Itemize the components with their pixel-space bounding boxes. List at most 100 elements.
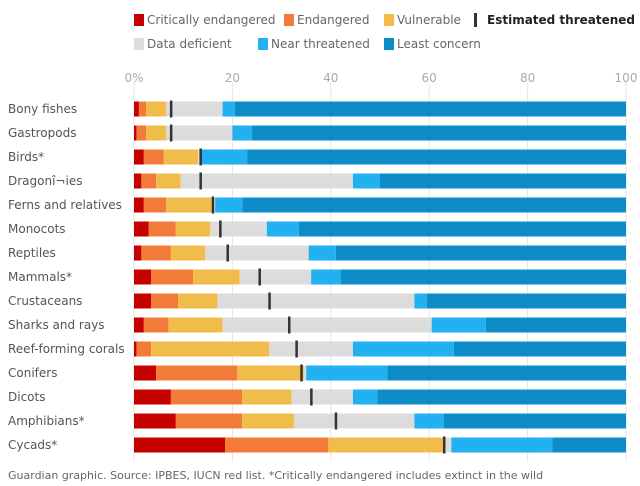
x-tick-label-0: 0% xyxy=(124,71,143,85)
estimated-threatened-marker-sharks-and-rays xyxy=(287,316,291,334)
bar-birds-near-threatened xyxy=(200,149,248,165)
legend-label-data-deficient: Data deficient xyxy=(147,37,232,51)
bar-crustaceans-endangered xyxy=(151,293,179,309)
bar-birds-vulnerable xyxy=(163,149,198,165)
bar-monocots-endangered xyxy=(148,221,176,237)
bar-bony-fishes-endangered xyxy=(138,101,147,117)
category-label-monocots: Monocots xyxy=(8,222,66,236)
bar-reptiles-near-threatened xyxy=(308,245,336,261)
x-axis-ticks: 0% 20 40 60 80 100 xyxy=(124,71,637,85)
bar-reef-forming-corals-vulnerable xyxy=(151,341,270,357)
bar-reptiles-endangered xyxy=(141,245,171,261)
category-label-cycads: Cycads* xyxy=(8,438,57,452)
category-labels: Bony fishes Gastropods Birds* Dragonî¬ies Fe… xyxy=(8,102,125,452)
x-tick-label-80: 80 xyxy=(520,71,535,85)
estimated-threatened-marker-cycads xyxy=(442,436,446,454)
bar-dragonflies-data-deficient xyxy=(180,173,353,189)
bar-conifers-data-deficient xyxy=(303,365,307,381)
bar-amphibians-data-deficient xyxy=(293,413,415,429)
category-label-dicots: Dicots xyxy=(8,390,45,404)
category-label-bony-fishes: Bony fishes xyxy=(8,102,77,116)
bar-bony-fishes-vulnerable xyxy=(146,101,166,117)
estimated-threatened-marker-dragonflies xyxy=(199,172,202,190)
bar-ferns-and-relatives-endangered xyxy=(143,197,166,213)
bar-crustaceans-critically-endangered xyxy=(134,293,152,309)
bar-bony-fishes-critically-endangered xyxy=(134,101,139,117)
estimated-threatened-marker-monocots xyxy=(219,220,222,238)
bar-monocots-near-threatened xyxy=(266,221,299,237)
bar-mammals-vulnerable xyxy=(193,269,240,285)
estimated-threatened-marker-crustaceans xyxy=(268,292,271,310)
bar-gastropods-endangered xyxy=(136,125,147,141)
legend-label-critically-endangered: Critically endangered xyxy=(147,13,275,27)
bar-dicots-critically-endangered xyxy=(134,389,171,405)
bar-gastropods-vulnerable xyxy=(146,125,166,141)
bar-cycads-data-deficient xyxy=(443,437,452,453)
category-label-sharks-and-rays: Sharks and rays xyxy=(8,318,105,332)
legend-swatch-vulnerable xyxy=(384,14,394,26)
category-label-reef-forming-corals: Reef-forming corals xyxy=(8,342,125,356)
category-label-amphibians: Amphibians* xyxy=(8,414,85,428)
category-label-crustaceans: Crustaceans xyxy=(8,294,82,308)
legend-label-endangered: Endangered xyxy=(297,13,369,27)
legend-label-least-concern: Least concern xyxy=(397,37,481,51)
category-label-birds: Birds* xyxy=(8,150,44,164)
bar-gastropods-data-deficient xyxy=(165,125,233,141)
bar-gastropods-least-concern xyxy=(252,125,626,141)
estimated-threatened-marker-reptiles xyxy=(226,244,229,262)
bar-amphibians-least-concern xyxy=(443,413,626,429)
bar-reptiles-vulnerable xyxy=(170,245,206,261)
bar-mammals-near-threatened xyxy=(311,269,341,285)
bar-amphibians-endangered xyxy=(175,413,243,429)
bar-reptiles-data-deficient xyxy=(205,245,309,261)
bars xyxy=(134,100,627,454)
bar-reef-forming-corals-near-threatened xyxy=(352,341,454,357)
bar-monocots-data-deficient xyxy=(210,221,267,237)
legend-label-near-threatened: Near threatened xyxy=(271,37,370,51)
bar-dragonflies-least-concern xyxy=(380,173,626,189)
legend-swatch-least-concern xyxy=(384,38,394,50)
category-label-gastropods: Gastropods xyxy=(8,126,76,140)
bar-sharks-and-rays-data-deficient xyxy=(222,317,432,333)
bar-mammals-least-concern xyxy=(340,269,626,285)
x-tick-label-20: 20 xyxy=(225,71,240,85)
bar-bony-fishes-least-concern xyxy=(234,101,627,117)
category-label-dragonflies: Dragonî¬ies xyxy=(8,174,82,188)
category-label-reptiles: Reptiles xyxy=(8,246,56,260)
bar-sharks-and-rays-least-concern xyxy=(485,317,626,333)
estimated-threatened-marker-conifers xyxy=(300,364,303,382)
bar-crustaceans-vulnerable xyxy=(178,293,218,309)
legend-label-vulnerable: Vulnerable xyxy=(397,13,461,27)
legend-swatch-critically-endangered xyxy=(134,14,144,26)
estimated-threatened-marker-mammals xyxy=(258,268,261,286)
source-note: Guardian graphic. Source: IPBES, IUCN re… xyxy=(8,469,543,482)
estimated-threatened-marker-birds xyxy=(199,148,202,166)
estimated-threatened-marker-ferns-and-relatives xyxy=(211,196,215,214)
legend-swatch-endangered xyxy=(284,14,294,26)
bar-amphibians-vulnerable xyxy=(242,413,294,429)
bar-monocots-least-concern xyxy=(298,221,626,237)
bar-ferns-and-relatives-vulnerable xyxy=(165,197,213,213)
bar-birds-critically-endangered xyxy=(134,149,144,165)
x-tick-label-60: 60 xyxy=(422,71,437,85)
bar-conifers-near-threatened xyxy=(306,365,388,381)
bar-dragonflies-critically-endangered xyxy=(134,173,142,189)
estimated-threatened-marker-bony-fishes xyxy=(169,100,173,118)
bar-crustaceans-data-deficient xyxy=(217,293,415,309)
bar-crustaceans-near-threatened xyxy=(414,293,427,309)
bar-reptiles-least-concern xyxy=(335,245,626,261)
bar-reef-forming-corals-endangered xyxy=(136,341,152,357)
bar-dicots-data-deficient xyxy=(291,389,353,405)
legend-swatch-estimated-threatened xyxy=(474,13,477,27)
x-tick-label-40: 40 xyxy=(323,71,338,85)
legend-label-estimated-threatened: Estimated threatened xyxy=(487,13,635,27)
bar-mammals-critically-endangered xyxy=(134,269,152,285)
bar-bony-fishes-data-deficient xyxy=(165,101,223,117)
legend: Critically endangered Endangered Vulnerabl… xyxy=(134,13,635,51)
bar-reef-forming-corals-critically-endangered xyxy=(134,341,137,357)
bar-dicots-near-threatened xyxy=(352,389,378,405)
bar-conifers-critically-endangered xyxy=(134,365,157,381)
bar-monocots-critically-endangered xyxy=(134,221,149,237)
bar-cycads-endangered xyxy=(225,437,329,453)
bar-conifers-endangered xyxy=(156,365,238,381)
